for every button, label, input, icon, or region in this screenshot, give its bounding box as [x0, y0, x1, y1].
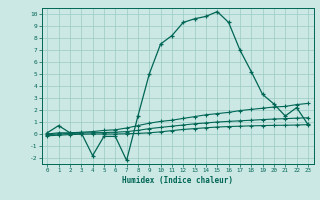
X-axis label: Humidex (Indice chaleur): Humidex (Indice chaleur) — [122, 176, 233, 185]
